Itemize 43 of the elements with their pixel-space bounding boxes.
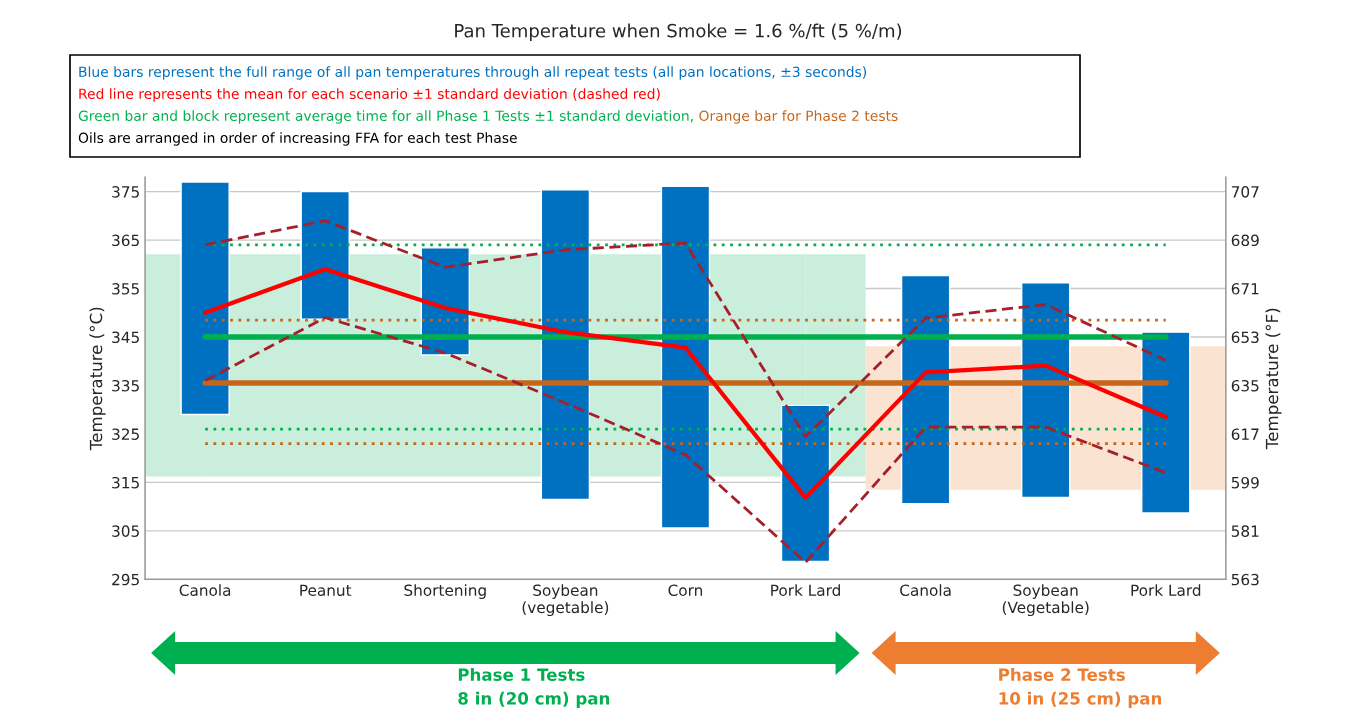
y-tick-label: 305 <box>112 525 139 537</box>
bar <box>540 189 591 501</box>
y-tick-label: 365 <box>112 234 139 247</box>
x-tick-label: Peanut <box>300 584 352 597</box>
y2-tick-label: 635 <box>1231 379 1259 392</box>
y2-axis-title: Temperature (°F) <box>1265 308 1282 450</box>
text: Oils are arranged in order of increasing FFA for each test Phase <box>78 132 517 146</box>
y2-tick-label: 617 <box>1231 428 1259 440</box>
text: Green bar and block represent average time for all Phase 1 Tests ±1 standard deviation, <box>78 110 693 124</box>
x-tick-label: Pork Lard <box>1131 584 1201 597</box>
bar <box>300 190 350 320</box>
text: Phase 1 Tests 8 in (20 cm) pan <box>458 668 610 708</box>
y2-tick-label: 689 <box>1231 234 1259 247</box>
x-tick-label: Soybean (vegetable) <box>522 584 609 617</box>
x-tick-label: Corn <box>668 584 703 597</box>
y-tick-label: 345 <box>112 331 139 344</box>
y-tick-label: 335 <box>112 379 139 392</box>
text: Phase 2 Tests 10 in (25 cm) pan <box>999 668 1162 708</box>
text: Orange bar for Phase 2 tests <box>699 110 898 124</box>
y2-tick-label: 707 <box>1231 186 1259 198</box>
text: Blue bars represent the full range of all pan temperatures through all repeat tests (all pan locations, ±3 seconds) <box>79 66 867 80</box>
y2-tick-label: 599 <box>1231 476 1259 489</box>
line-series <box>203 267 1168 501</box>
text: Red line represents the mean for each scenario ±1 standard deviation (dashed red) <box>79 88 660 102</box>
line-series <box>203 219 1168 439</box>
bar <box>660 185 711 529</box>
x-tick-label: Canola <box>900 584 951 597</box>
y-tick-label: 295 <box>112 573 139 586</box>
y-tick-label: 355 <box>112 283 139 295</box>
line-series <box>203 316 1168 564</box>
y-tick-label: 375 <box>112 186 139 198</box>
y-axis-title: Temperature (°C) <box>89 307 106 451</box>
y2-tick-label: 581 <box>1231 525 1259 537</box>
y2-tick-label: 563 <box>1231 573 1259 586</box>
y-tick-label: 315 <box>112 476 139 489</box>
x-tick-label: Shortening <box>404 584 486 599</box>
chart-title: Pan Temperature when Smoke = 1.6 %/ft (5 %/m) <box>455 23 902 41</box>
y2-tick-label: 653 <box>1231 331 1259 344</box>
x-tick-label: Pork Lard <box>771 584 840 597</box>
x-tick-label: Soybean (Vegetable) <box>1002 584 1089 617</box>
y-tick-label: 325 <box>112 428 139 440</box>
y2-tick-label: 671 <box>1231 283 1259 295</box>
x-tick-label: Canola <box>179 584 231 597</box>
